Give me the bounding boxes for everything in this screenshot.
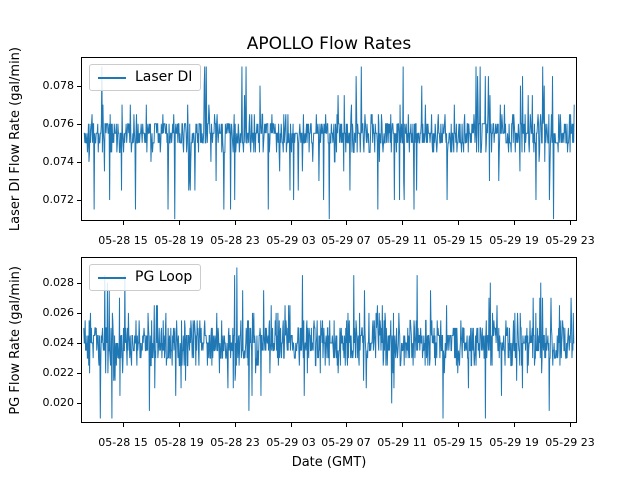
x-tick-mark <box>458 221 459 225</box>
plot-area-laser-di: Laser DI <box>81 57 577 221</box>
x-tick-mark <box>346 423 347 427</box>
x-tick-mark <box>570 221 571 225</box>
y-tick-mark <box>77 283 81 284</box>
x-tick-mark <box>179 423 180 427</box>
x-tick-label: 05-29 03 <box>266 436 316 449</box>
legend-laser-di: Laser DI <box>89 64 202 91</box>
y-tick-mark <box>77 86 81 87</box>
x-tick-label: 05-29 03 <box>266 234 316 247</box>
y-tick-label: 0.076 <box>42 117 75 130</box>
y-axis-label-container: Laser DI Flow Rate (gal/min) <box>6 47 24 231</box>
x-tick-label: 05-29 07 <box>321 234 371 247</box>
x-tick-label: 05-29 11 <box>377 234 427 247</box>
y-tick-mark <box>77 313 81 314</box>
x-tick-mark <box>458 423 459 427</box>
x-tick-mark <box>123 221 124 225</box>
legend-line-swatch <box>98 76 126 79</box>
y-tick-mark <box>77 162 81 163</box>
x-tick-mark <box>346 221 347 225</box>
x-tick-label: 05-29 23 <box>545 234 595 247</box>
x-tick-mark <box>179 221 180 225</box>
x-tick-label: 05-28 19 <box>154 234 204 247</box>
x-tick-label: 05-28 23 <box>210 234 260 247</box>
y-tick-label: 0.078 <box>42 79 75 92</box>
x-tick-mark <box>291 423 292 427</box>
y-tick-mark <box>77 373 81 374</box>
y-axis-label-container: PG Flow Rate (gal/min) <box>6 257 24 423</box>
y-tick-mark <box>77 343 81 344</box>
y-tick-mark <box>77 403 81 404</box>
x-tick-label: 05-29 15 <box>433 436 483 449</box>
y-axis-label-laser-di: Laser DI Flow Rate (gal/min) <box>7 46 23 232</box>
x-tick-mark <box>291 221 292 225</box>
x-tick-label: 05-29 23 <box>545 436 595 449</box>
y-tick-label: 0.022 <box>42 366 75 379</box>
x-tick-label: 05-29 19 <box>489 436 539 449</box>
x-tick-mark <box>235 221 236 225</box>
y-tick-label: 0.026 <box>42 306 75 319</box>
x-tick-label: 05-28 15 <box>98 234 148 247</box>
x-tick-mark <box>235 423 236 427</box>
y-tick-mark <box>77 124 81 125</box>
x-tick-mark <box>402 221 403 225</box>
y-tick-label: 0.024 <box>42 336 75 349</box>
x-tick-mark <box>514 221 515 225</box>
legend-label-pg-loop: PG Loop <box>135 269 193 285</box>
x-tick-label: 05-29 07 <box>321 436 371 449</box>
chart-title: APOLLO Flow Rates <box>246 34 412 54</box>
legend-label-laser-di: Laser DI <box>135 69 193 85</box>
x-tick-mark <box>402 423 403 427</box>
y-tick-label: 0.020 <box>42 396 75 409</box>
x-tick-label: 05-28 15 <box>98 436 148 449</box>
x-tick-mark <box>570 423 571 427</box>
x-axis-label: Date (GMT) <box>291 455 367 470</box>
y-tick-label: 0.072 <box>42 193 75 206</box>
legend-pg-loop: PG Loop <box>89 264 202 291</box>
y-axis-label-pg-loop: PG Flow Rate (gal/min) <box>7 265 23 415</box>
x-tick-label: 05-29 19 <box>489 234 539 247</box>
y-tick-label: 0.074 <box>42 155 75 168</box>
x-tick-mark <box>514 423 515 427</box>
x-tick-label: 05-29 15 <box>433 234 483 247</box>
x-tick-mark <box>123 423 124 427</box>
x-tick-label: 05-28 19 <box>154 436 204 449</box>
y-tick-mark <box>77 200 81 201</box>
legend-line-swatch <box>98 276 126 279</box>
plot-area-pg-loop: PG Loop <box>81 257 577 423</box>
x-tick-label: 05-29 11 <box>377 436 427 449</box>
x-tick-label: 05-28 23 <box>210 436 260 449</box>
y-tick-label: 0.028 <box>42 276 75 289</box>
